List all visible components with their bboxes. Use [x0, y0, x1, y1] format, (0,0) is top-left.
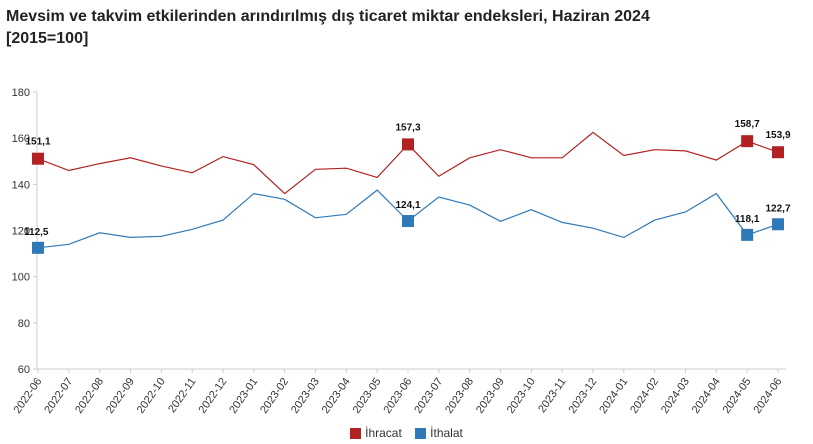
data-marker-ihracat: [32, 152, 44, 165]
x-tick-label: 2024-06: [751, 376, 784, 416]
x-tick-label: 2022-06: [11, 376, 44, 416]
x-tick-label: 2023-03: [289, 376, 322, 416]
data-label-ithalat: 124,1: [395, 200, 420, 211]
x-tick-label: 2022-07: [42, 376, 75, 416]
data-marker-ithalat: [402, 215, 414, 228]
data-label-ithalat: 118,1: [735, 214, 760, 225]
chart-legend: İhracat İthalat: [0, 426, 813, 442]
data-marker-ihracat: [402, 138, 414, 151]
x-tick-label: 2022-11: [166, 376, 199, 415]
data-label-ihracat: 151,1: [25, 137, 50, 148]
x-tick-label: 2023-05: [351, 376, 384, 416]
legend-swatch-ithalat: [415, 427, 427, 439]
x-tick-label: 2022-09: [104, 376, 137, 416]
data-marker-ihracat: [741, 135, 754, 148]
chart-title: Mevsim ve takvim etkilerinden arındırılm…: [6, 8, 650, 25]
x-tick-label: 2023-07: [412, 376, 445, 416]
x-tick-label: 2024-04: [690, 376, 723, 416]
y-tick-label: 60: [18, 364, 30, 376]
x-tick-label: 2024-01: [597, 376, 630, 416]
legend-label-ithalat: İthalat: [430, 426, 463, 440]
x-tick-label: 2023-10: [505, 376, 538, 416]
x-tick-label: 2023-08: [443, 376, 476, 416]
legend-label-ihracat: İhracat: [365, 426, 402, 440]
data-label-ihracat: 157,3: [395, 122, 420, 133]
y-tick-label: 100: [12, 272, 30, 284]
data-marker-ithalat: [741, 228, 754, 241]
data-label-ithalat: 112,5: [24, 227, 49, 238]
legend-item-ithalat[interactable]: İthalat: [415, 426, 463, 440]
x-tick-label: 2023-01: [227, 376, 260, 416]
x-tick-label: 2024-05: [721, 376, 754, 416]
x-tick-label: 2022-08: [73, 376, 106, 416]
data-label-ihracat: 158,7: [735, 119, 760, 130]
line-chart: 60 80 100 120 140 160 180 2022-062022-072022-08…: [11, 87, 790, 416]
y-tick-label: 160: [12, 133, 30, 145]
x-tick-label: 2024-03: [659, 376, 692, 416]
data-label-ithalat: 122,7: [765, 203, 790, 214]
legend-swatch-ihracat: [350, 427, 362, 439]
x-tick-label: 2023-02: [258, 376, 291, 416]
legend-item-ihracat[interactable]: İhracat: [350, 426, 402, 440]
x-tick-label: 2023-09: [474, 376, 507, 416]
data-marker-ithalat: [772, 218, 784, 231]
x-tick-label: 2024-02: [628, 376, 661, 416]
x-tick-label: 2023-04: [320, 376, 353, 416]
x-tick-label: 2022-10: [135, 376, 168, 416]
y-tick-label: 80: [18, 318, 30, 330]
data-marker-ihracat: [772, 146, 784, 159]
data-marker-ithalat: [32, 241, 44, 254]
x-tick-label: 2023-06: [381, 376, 414, 416]
y-tick-label: 120: [12, 226, 30, 238]
data-label-ihracat: 153,9: [765, 130, 790, 141]
x-tick-label: 2022-12: [196, 376, 229, 416]
y-tick-label: 180: [12, 87, 30, 99]
x-tick-label: 2023-11: [536, 376, 569, 415]
chart-subtitle: [2015=100]: [6, 30, 89, 47]
chart-title-block: Mevsim ve takvim etkilerinden arındırılm…: [6, 6, 806, 50]
x-tick-label: 2023-12: [566, 376, 599, 416]
y-tick-label: 140: [12, 179, 30, 191]
